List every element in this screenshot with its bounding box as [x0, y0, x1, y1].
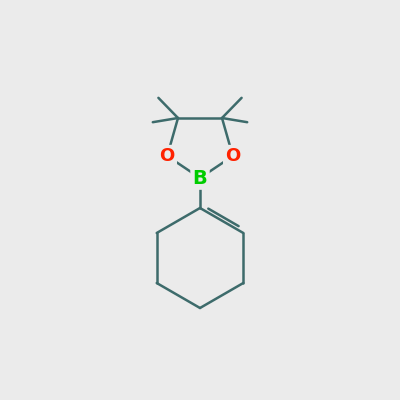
Text: O: O [225, 147, 240, 165]
Text: O: O [160, 147, 175, 165]
Text: B: B [193, 168, 207, 188]
